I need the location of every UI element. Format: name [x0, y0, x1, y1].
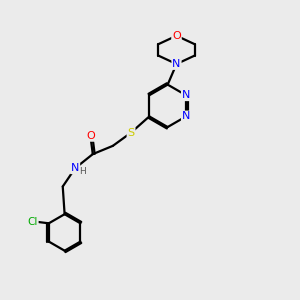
- Text: H: H: [79, 167, 86, 176]
- Text: N: N: [172, 59, 181, 69]
- Text: N: N: [182, 90, 190, 100]
- Text: O: O: [86, 131, 95, 141]
- Text: Cl: Cl: [27, 217, 38, 227]
- Text: N: N: [71, 163, 79, 173]
- Text: S: S: [128, 128, 135, 138]
- Text: O: O: [172, 31, 181, 41]
- Text: N: N: [182, 111, 190, 122]
